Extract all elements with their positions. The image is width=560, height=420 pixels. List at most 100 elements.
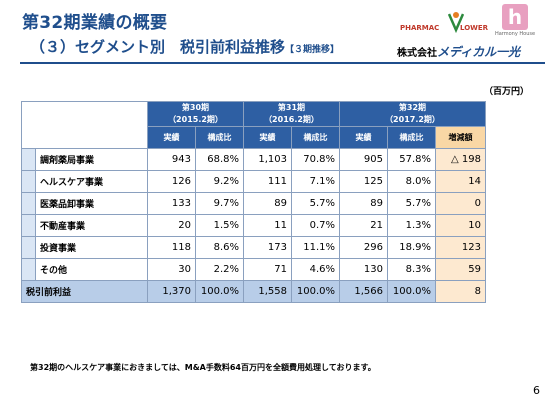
cell: 1,370 — [147, 280, 196, 303]
col-ratio: 構成比 — [291, 126, 340, 149]
table-row: 不動産事業 20 1.5% 11 0.7% 21 1.3% 10 — [21, 214, 486, 237]
cell: 8.3% — [387, 258, 436, 281]
cell-diff: 8 — [435, 280, 486, 303]
cell: 126 — [147, 170, 196, 193]
company-prefix: 株式会社 — [397, 48, 437, 59]
period-name: 第30期 — [181, 103, 210, 112]
period-header-30: 第30期 （2015.2期） — [147, 101, 244, 127]
row-indent — [21, 214, 36, 237]
cell: 7.1% — [291, 170, 340, 193]
row-indent — [21, 236, 36, 259]
harmony-house-logo: h Harmony House — [490, 4, 540, 44]
col-actual: 実績 — [243, 126, 292, 149]
table-row: ヘルスケア事業 126 9.2% 111 7.1% 125 8.0% 14 — [21, 170, 486, 193]
cell: 1,566 — [339, 280, 388, 303]
table-row: 医薬品卸事業 133 9.7% 89 5.7% 89 5.7% 0 — [21, 192, 486, 215]
period-name: 第31期 — [277, 103, 306, 112]
col-diff: 増減額 — [435, 126, 486, 149]
cell: 30 — [147, 258, 196, 281]
cell: 100.0% — [291, 280, 340, 303]
pharmacy-flower-logo: PHARMAC LOWER — [400, 10, 488, 38]
row-label: ヘルスケア事業 — [35, 170, 148, 193]
subtitle-tag: 【３期推移】 — [285, 45, 340, 55]
period-sub: （2016.2期） — [264, 115, 319, 124]
col-actual: 実績 — [339, 126, 388, 149]
period-header-31: 第31期 （2016.2期） — [243, 101, 340, 127]
cell: 11 — [243, 214, 292, 237]
cell: 1,103 — [243, 148, 292, 171]
cell: 21 — [339, 214, 388, 237]
title-underline — [20, 62, 545, 64]
subtitle-main: （３）セグメント別 税引前利益推移 — [30, 38, 286, 56]
row-label: 医薬品卸事業 — [35, 192, 148, 215]
cell: 125 — [339, 170, 388, 193]
pharmacy-logo-text-right: LOWER — [460, 24, 489, 32]
cell-diff: 10 — [435, 214, 486, 237]
row-label: 調剤薬局事業 — [35, 148, 148, 171]
cell: 70.8% — [291, 148, 340, 171]
cell-diff: 59 — [435, 258, 486, 281]
cell: 905 — [339, 148, 388, 171]
table-row: その他 30 2.2% 71 4.6% 130 8.3% 59 — [21, 258, 486, 281]
cell-diff: 123 — [435, 236, 486, 259]
period-sub: （2017.2期） — [385, 115, 440, 124]
segment-profit-table: 第30期 （2015.2期） 第31期 （2016.2期） 第32期 （2017… — [21, 101, 486, 303]
footnote: 第32期のヘルスケア事業におきましては、M&A手数料64百万円を全額費用処理して… — [30, 363, 376, 372]
page-number: 6 — [533, 384, 540, 397]
table-row: 調剤薬局事業 943 68.8% 1,103 70.8% 905 57.8% △ 198 — [21, 148, 486, 171]
cell: 57.8% — [387, 148, 436, 171]
table-corner — [21, 101, 148, 149]
period-sub: （2015.2期） — [168, 115, 223, 124]
row-label: 税引前利益 — [21, 280, 148, 303]
row-indent — [21, 148, 36, 171]
row-indent — [21, 258, 36, 281]
cell: 8.0% — [387, 170, 436, 193]
cell: 111 — [243, 170, 292, 193]
company-name: 株式会社メディカル一光 — [397, 43, 520, 60]
cell: 71 — [243, 258, 292, 281]
cell: 11.1% — [291, 236, 340, 259]
cell: 1,558 — [243, 280, 292, 303]
col-ratio: 構成比 — [387, 126, 436, 149]
total-row: 税引前利益 1,370 100.0% 1,558 100.0% 1,566 10… — [21, 280, 486, 303]
cell: 173 — [243, 236, 292, 259]
cell: 1.3% — [387, 214, 436, 237]
flower-icon — [448, 12, 464, 34]
cell: 20 — [147, 214, 196, 237]
cell: 89 — [243, 192, 292, 215]
cell: 89 — [339, 192, 388, 215]
row-indent — [21, 170, 36, 193]
cell: 68.8% — [195, 148, 244, 171]
row-label: その他 — [35, 258, 148, 281]
cell: 9.2% — [195, 170, 244, 193]
row-label: 不動産事業 — [35, 214, 148, 237]
pharmacy-logo-text-left: PHARMAC — [400, 24, 440, 32]
cell: 8.6% — [195, 236, 244, 259]
table-row: 投資事業 118 8.6% 173 11.1% 296 18.9% 123 — [21, 236, 486, 259]
cell: 100.0% — [387, 280, 436, 303]
col-actual: 実績 — [147, 126, 196, 149]
cell: 100.0% — [195, 280, 244, 303]
page-title: 第32期業績の概要 — [22, 13, 168, 33]
cell: 9.7% — [195, 192, 244, 215]
cell: 2.2% — [195, 258, 244, 281]
period-name: 第32期 — [398, 103, 427, 112]
cell-diff: 0 — [435, 192, 486, 215]
cell: 133 — [147, 192, 196, 215]
col-ratio: 構成比 — [195, 126, 244, 149]
cell: 4.6% — [291, 258, 340, 281]
company-brand: メディカル一光 — [437, 45, 521, 59]
cell: 118 — [147, 236, 196, 259]
harmony-logo-text: Harmony House — [494, 31, 536, 37]
period-header-32: 第32期 （2017.2期） — [339, 101, 486, 127]
cell: 130 — [339, 258, 388, 281]
cell: 1.5% — [195, 214, 244, 237]
cell: 0.7% — [291, 214, 340, 237]
cell-diff: △ 198 — [435, 148, 486, 171]
row-indent — [21, 192, 36, 215]
cell: 5.7% — [291, 192, 340, 215]
unit-label: （百万円） — [484, 87, 530, 97]
cell: 296 — [339, 236, 388, 259]
row-label: 投資事業 — [35, 236, 148, 259]
cell: 943 — [147, 148, 196, 171]
